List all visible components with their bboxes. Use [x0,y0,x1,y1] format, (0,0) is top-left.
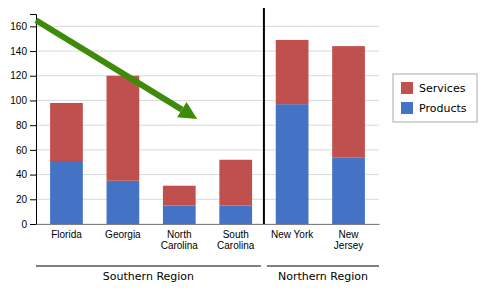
y-tick: 20 [16,194,36,205]
region-label: Northern Region [278,270,368,283]
legend-item: Services [401,82,466,95]
chart: 0 20 40 60 80 100 120 140 160 Florida Georgia North… [0,0,491,298]
x-tick-label-line: Carolina [161,240,199,251]
bar-series [50,104,365,224]
x-tick-label-line: New York [271,229,314,240]
x-tick-label: Georgia [105,229,141,240]
x-tick: Florida [51,224,82,240]
region-underline [36,266,261,267]
grid [36,26,379,224]
y-tick-label: 140 [10,46,27,57]
legend-swatch [401,82,413,94]
bar [332,157,365,224]
bar-series [50,40,365,206]
y-tick-mark [30,125,36,126]
bar [276,104,309,224]
grid-line [36,149,379,150]
y-tick-label: 0 [21,219,27,230]
x-tick-label-line: New [339,229,360,240]
y-tick: 160 [10,21,36,32]
x-tick-label-line: South [223,229,249,240]
bar [50,161,83,224]
y-tick-mark [30,76,36,77]
bar [163,186,196,206]
x-tick-label-line: Jersey [334,240,363,251]
legend-swatch [401,102,413,114]
x-tick: SouthCarolina [217,224,255,251]
y-tick-mark [30,51,36,52]
x-tick: Georgia [105,224,141,240]
y-tick-mark [30,100,36,101]
y-tick-label: 80 [16,120,28,131]
grid-line [36,26,379,27]
x-axis: FloridaGeorgiaNorthCarolinaSouthCarolina… [37,224,380,251]
x-tick: NorthCarolina [161,224,199,251]
y-tick-label: 60 [16,145,28,156]
x-tick: New York [271,224,314,240]
y-tick: 60 [16,145,36,156]
y-axis: 0 20 40 60 80 100 120 140 160 [10,15,36,230]
y-tick: 100 [10,95,36,106]
y-tick-mark [30,175,36,176]
x-tick-label-line: Florida [51,229,82,240]
legend-item: Products [401,102,467,115]
y-tick-mark [30,199,36,200]
y-tick: 140 [10,46,36,57]
y-tick-label: 120 [10,70,27,81]
y-tick-label: 160 [10,21,27,32]
y-tick-mark [30,224,36,225]
grid-line [36,125,379,126]
bar [219,160,252,206]
y-tick: 40 [16,169,36,180]
region-underline [267,266,379,267]
divider [263,8,265,224]
y-tick-label: 20 [16,194,28,205]
x-tick-label-line: Carolina [217,240,255,251]
plot: 0 20 40 60 80 100 120 140 160 Florida Georgia North… [10,8,379,283]
y-tick-mark [30,26,36,27]
region-label: Southern Region [103,270,194,283]
x-tick-label: SouthCarolina [217,229,255,251]
x-tick-label-line: North [167,229,191,240]
y-tick-label: 40 [16,169,28,180]
x-tick-label-line: Georgia [105,229,141,240]
grid-line [36,75,379,76]
bar [276,40,309,104]
bar [163,205,196,224]
x-tick-label: NorthCarolina [161,229,199,251]
bar [107,76,140,181]
y-tick: 0 [21,219,36,230]
grid-line [36,199,379,200]
y-tick: 120 [10,70,36,81]
grid-line [36,100,379,101]
legend-label: Products [419,102,467,115]
bars [50,40,365,224]
x-tick-label: New York [271,229,314,240]
bar [107,181,140,224]
legend-label: Services [419,82,466,95]
y-tick-mark [30,150,36,151]
legend-frame [393,74,477,122]
x-tick-label: Florida [51,229,82,240]
arrow-head [177,102,197,119]
bar [219,205,252,224]
arrow-shaft [36,20,182,109]
bar [332,46,365,157]
x-tick: NewJersey [334,224,363,251]
y-tick-label: 100 [10,95,27,106]
y-tick: 80 [16,120,36,131]
bar [50,103,83,161]
grid-line [36,174,379,175]
x-axis-line [37,224,380,225]
arrow [36,20,197,119]
y-axis-line [30,15,37,225]
x-tick-label: NewJersey [334,229,363,251]
grid-line [36,224,379,225]
legend: Services Products [393,74,477,122]
